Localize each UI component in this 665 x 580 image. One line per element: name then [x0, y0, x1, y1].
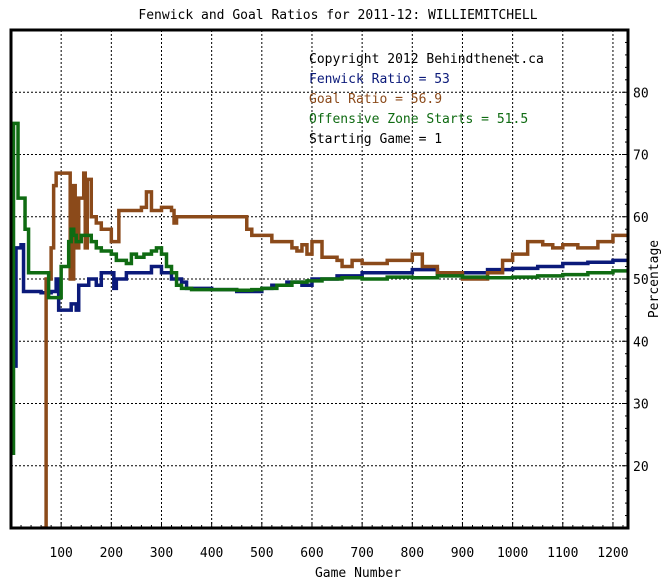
y-tick-label: 80	[633, 86, 649, 101]
y-tick-label: 50	[633, 273, 649, 288]
x-tick-label: 200	[100, 546, 123, 561]
x-axis-label: Game Number	[315, 566, 401, 580]
x-tick-label: 1100	[547, 546, 578, 561]
ozs-text: Offensive Zone Starts = 51.5	[309, 112, 528, 127]
goal-ratio-text: Goal Ratio = 56.9	[309, 92, 442, 107]
x-tick-label: 900	[451, 546, 474, 561]
copyright-text: Copyright 2012 Behindthenet.ca	[309, 52, 544, 67]
tick-marks	[20, 41, 628, 528]
y-tick-label: 60	[633, 211, 649, 226]
x-tick-label: 300	[150, 546, 173, 561]
starting-game-text: Starting Game = 1	[309, 132, 442, 147]
stats-legend: Copyright 2012 Behindthenet.ca Fenwick Ra…	[309, 52, 544, 147]
x-tick-labels: 100 200 300 400 500 600 700 800 900 1000 1100 1200	[49, 546, 628, 561]
x-tick-label: 700	[350, 546, 373, 561]
goal-line	[41, 171, 628, 528]
x-tick-label: 600	[300, 546, 323, 561]
y-tick-label: 40	[633, 335, 649, 350]
series-lines	[11, 121, 628, 528]
y-tick-label: 20	[633, 460, 649, 475]
x-tick-label: 1000	[497, 546, 528, 561]
y-tick-label: 70	[633, 149, 649, 164]
x-tick-label: 1200	[597, 546, 628, 561]
fenwick-ratio-text: Fenwick Ratio = 53	[309, 72, 450, 87]
chart-title: Fenwick and Goal Ratios for 2011-12: WIL…	[138, 8, 537, 23]
x-tick-label: 100	[49, 546, 72, 561]
x-tick-label: 400	[200, 546, 223, 561]
y-tick-labels: 20 30 40 50 60 70 80	[633, 86, 649, 475]
y-tick-label: 30	[633, 398, 649, 413]
ozs-line	[11, 121, 628, 456]
y-axis-label: Percentage	[647, 240, 662, 318]
x-tick-label: 500	[250, 546, 273, 561]
x-tick-label: 800	[401, 546, 424, 561]
